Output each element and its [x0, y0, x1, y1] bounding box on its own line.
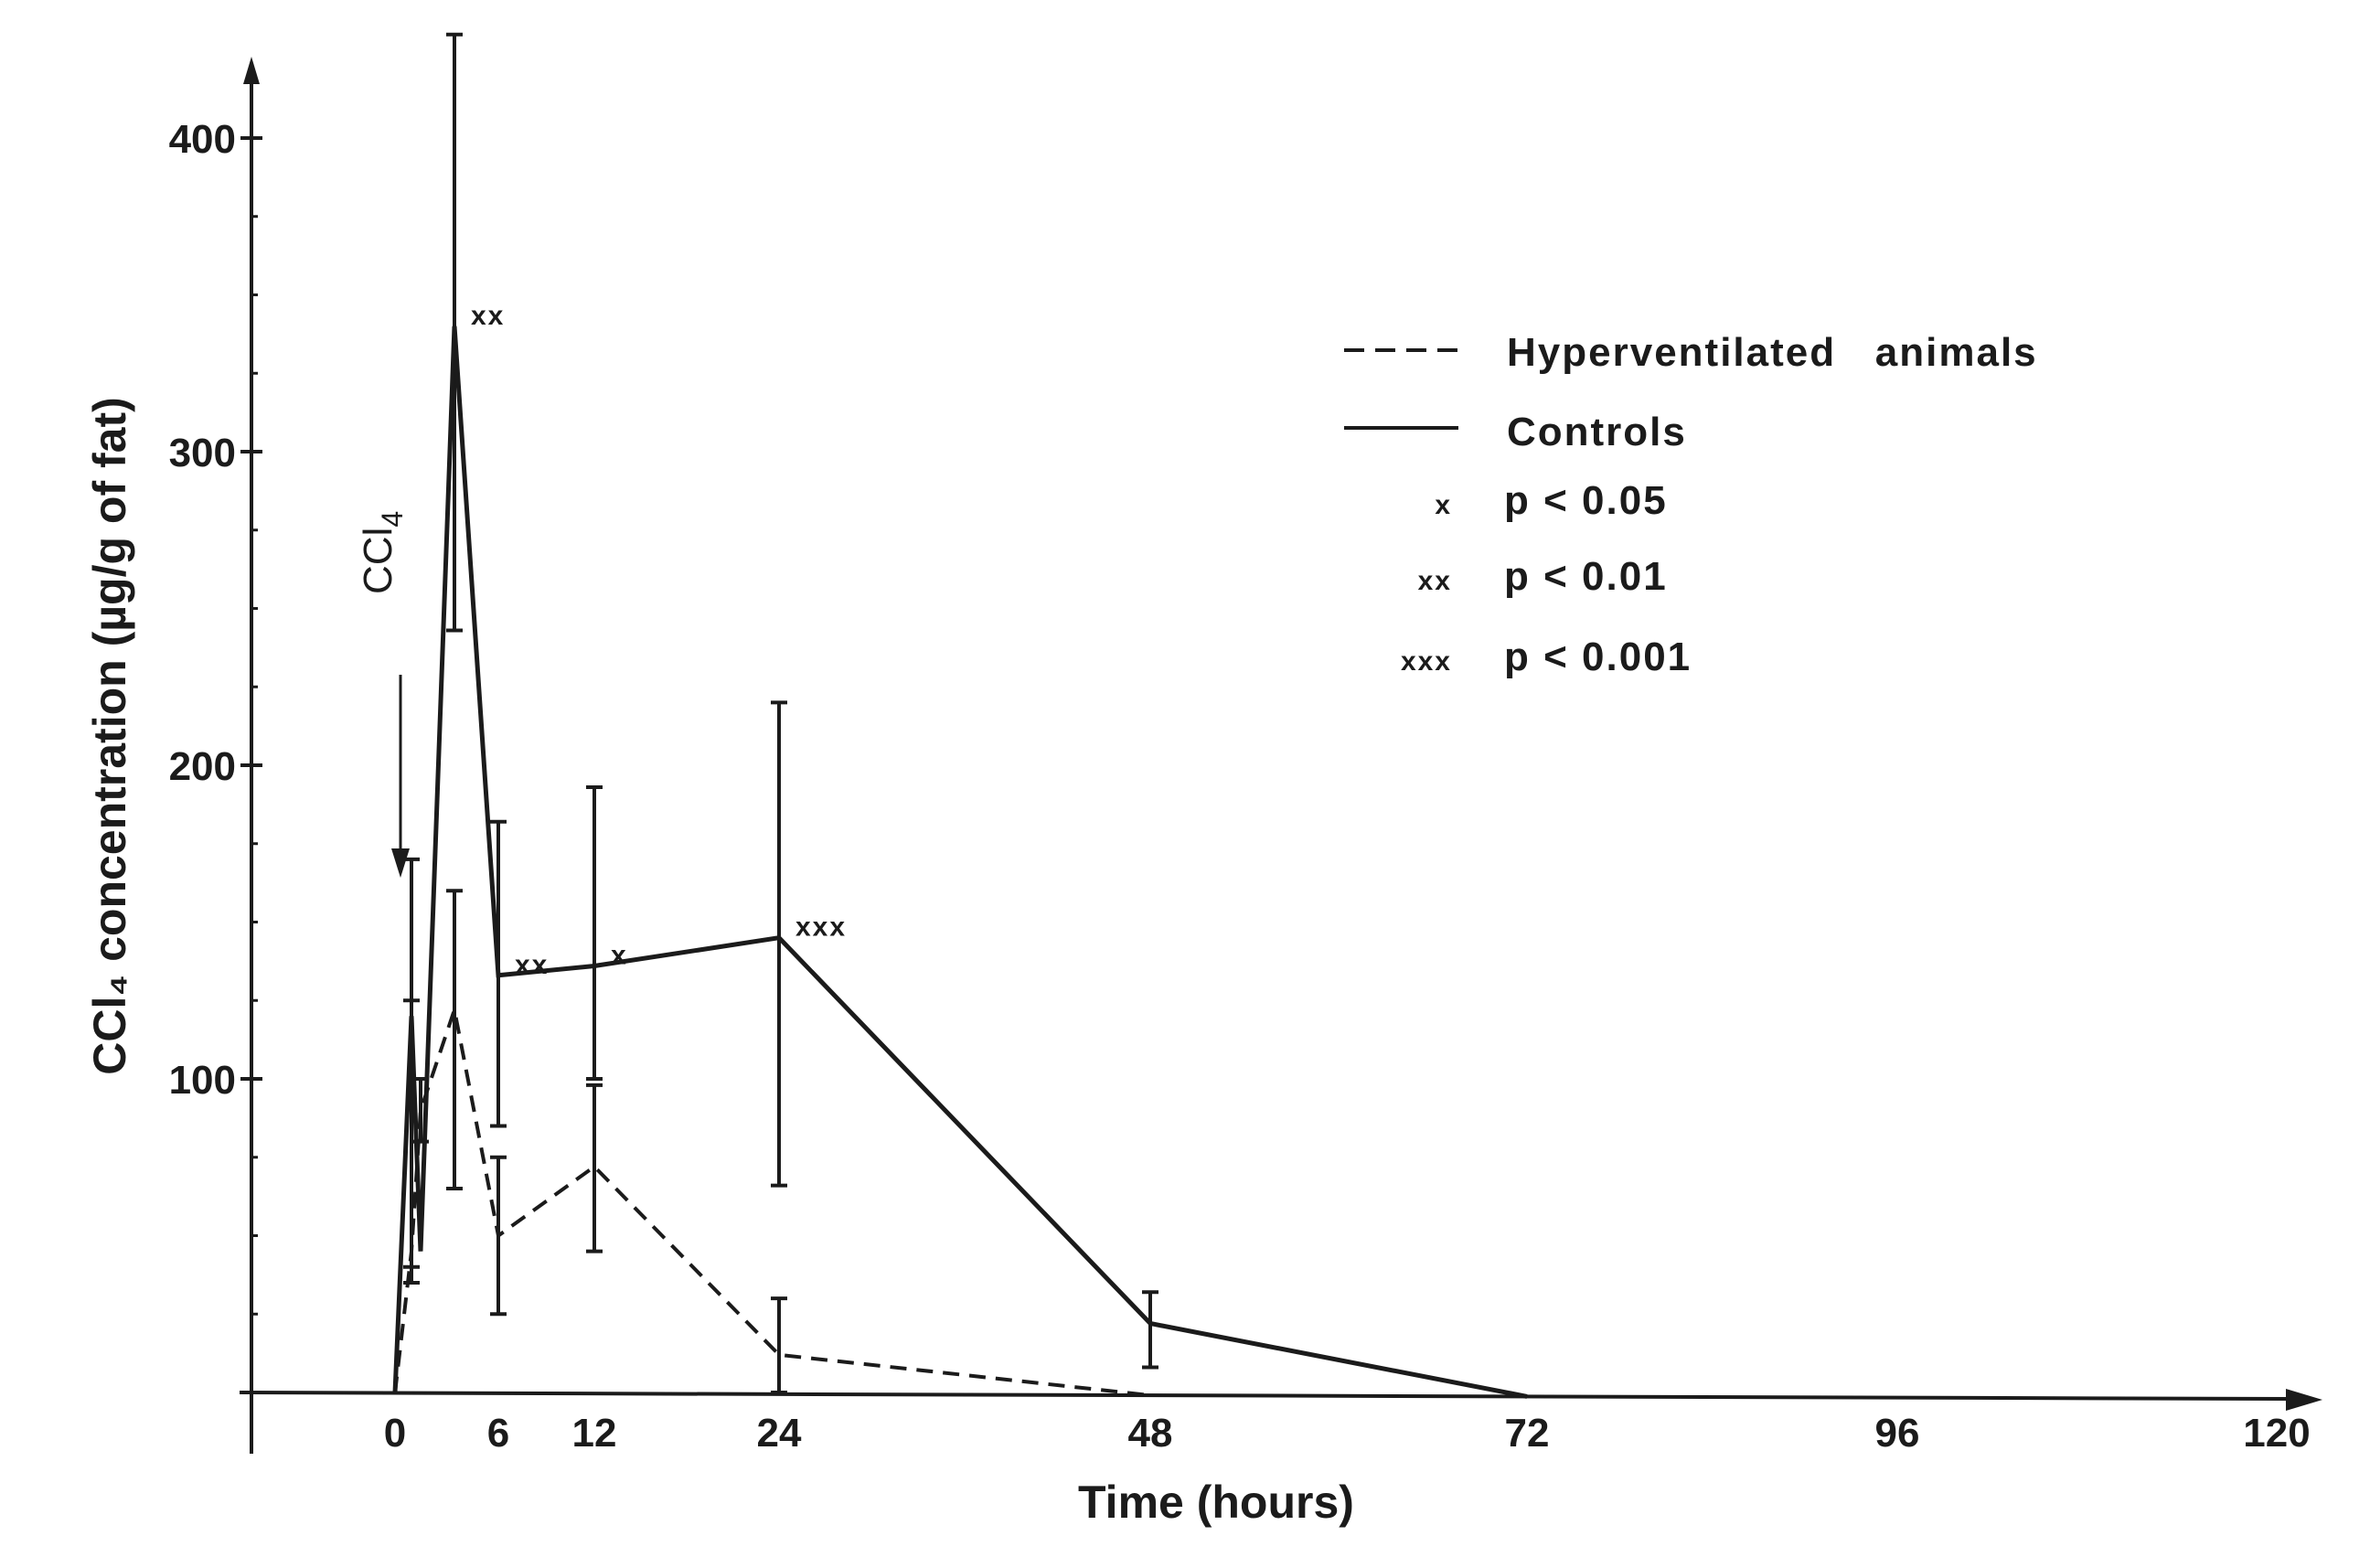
y-tick-label: 400 — [169, 117, 236, 162]
x-axis-title: Time (hours) — [1078, 1477, 1354, 1528]
x-tick-label: 6 — [487, 1411, 509, 1456]
legend-sig-3-symbol: xxx — [1401, 646, 1452, 677]
legend-controls-label: Controls — [1507, 410, 1687, 454]
significance-mark: xx — [471, 301, 505, 331]
x-tick-label: 96 — [1875, 1411, 1920, 1456]
y-axis-title: CCl₄ concentration (µg/g of fat) — [84, 397, 135, 1074]
legend-sig-2-symbol: xx — [1418, 566, 1452, 596]
injection-label-main: CCl — [356, 528, 400, 594]
series-line-controls — [392, 325, 1528, 1399]
legend-sig-1-symbol: x — [1435, 490, 1452, 520]
x-tick-labels: 0 6 12 24 48 72 96 120 — [384, 1411, 2311, 1456]
significance-mark: x — [611, 941, 628, 971]
x-tick-label: 12 — [572, 1411, 617, 1456]
y-tick-label: 100 — [169, 1058, 236, 1103]
x-axis-line — [239, 1391, 2291, 1401]
significance-mark: xxx — [795, 912, 847, 943]
legend-sig-3-label: p < 0.001 — [1504, 635, 1692, 679]
legend: Hyperventilated animals Controls x p < 0… — [1344, 330, 2038, 679]
x-tick-label: 72 — [1505, 1411, 1550, 1456]
injection-label-sub: 4 — [376, 511, 409, 528]
x-tick-label: 48 — [1128, 1411, 1173, 1456]
y-tick-label: 300 — [169, 431, 236, 475]
legend-sig-1-label: p < 0.05 — [1504, 478, 1668, 523]
x-tick-label: 24 — [757, 1411, 802, 1456]
legend-sig-2-label: p < 0.01 — [1504, 554, 1668, 599]
series-line-hyperventilated — [393, 1002, 1151, 1398]
legend-hyperventilated-label: Hyperventilated animals — [1507, 330, 2038, 375]
significance-mark: xx — [515, 950, 549, 980]
y-axis-arrow — [243, 57, 260, 84]
y-tick-label: 200 — [169, 744, 236, 789]
injection-label: CCl4 — [356, 511, 409, 594]
y-tick-labels: 100 200 300 400 — [169, 117, 262, 1103]
x-tick-label: 0 — [384, 1411, 406, 1456]
x-axis-arrow — [2286, 1389, 2322, 1411]
injection-annotation: CCl4 — [356, 511, 410, 878]
chart-paper — [32, 50, 2354, 1541]
injection-arrow-head — [391, 848, 410, 878]
series-lines — [392, 325, 1528, 1399]
x-tick-label: 120 — [2243, 1411, 2310, 1456]
